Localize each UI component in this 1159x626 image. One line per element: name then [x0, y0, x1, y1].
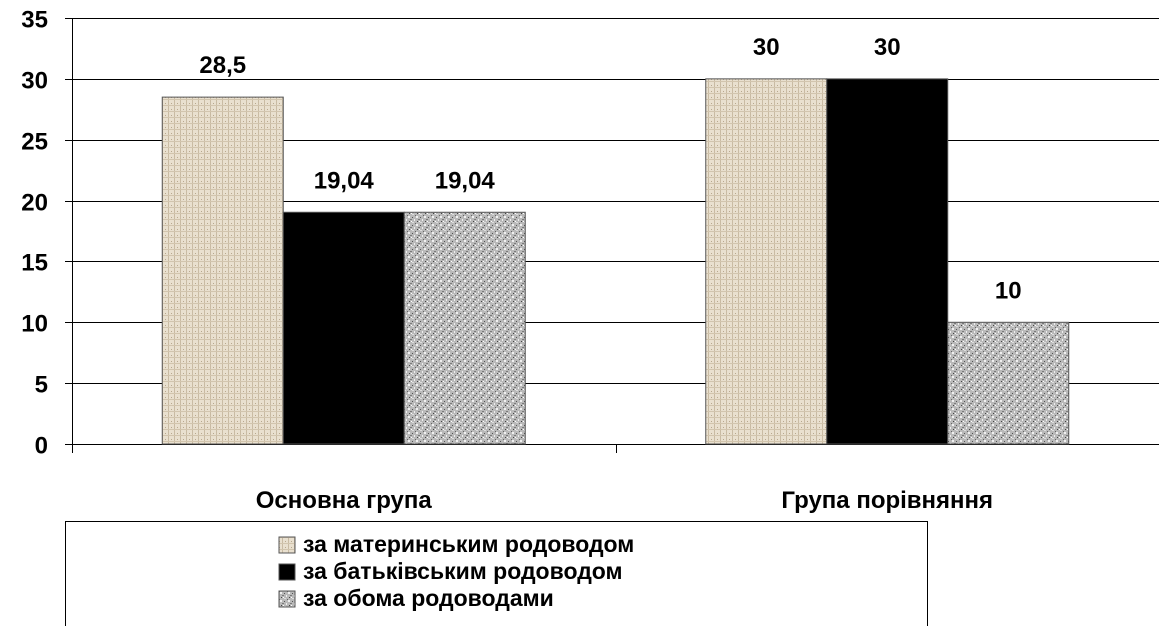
bar: [161, 96, 284, 445]
legend-swatch: [278, 563, 296, 581]
data-label: 30: [874, 34, 901, 61]
data-label: 28,5: [199, 52, 246, 79]
legend-swatch: [278, 590, 296, 608]
legend-box: [65, 521, 928, 626]
bar: [403, 211, 526, 445]
category-label: Група порівняння: [781, 487, 993, 514]
y-tick-label: 20: [21, 190, 48, 217]
y-tick-label: 35: [21, 7, 48, 34]
bar: [705, 78, 828, 445]
axes: 0 5 10 15 20 25 30 35: [21, 7, 1159, 460]
data-label: 10: [995, 277, 1022, 304]
legend-label: за батьківським родоводом: [303, 558, 623, 584]
y-tick-label: 5: [35, 372, 48, 399]
y-tick-label: 10: [21, 311, 48, 338]
y-tick-label: 15: [21, 250, 48, 277]
data-label: 19,04: [314, 167, 375, 194]
legend-label: за материнським родоводом: [303, 531, 634, 557]
y-tick-label: 0: [35, 433, 48, 460]
y-tick-label: 30: [21, 68, 48, 95]
data-label: 30: [753, 34, 780, 61]
bar: [947, 321, 1070, 445]
data-label: 19,04: [435, 167, 496, 194]
bar: [826, 78, 949, 445]
legend-swatch: [278, 536, 296, 554]
bars: [161, 78, 1070, 445]
legend-label: за обома родоводами: [303, 585, 554, 611]
category-label: Основна група: [256, 487, 433, 514]
bar: [282, 211, 405, 445]
data-labels: 28,5 19,04 19,04 Основна група 30 30 10 Група п…: [199, 34, 1021, 514]
y-tick-label: 25: [21, 129, 48, 156]
